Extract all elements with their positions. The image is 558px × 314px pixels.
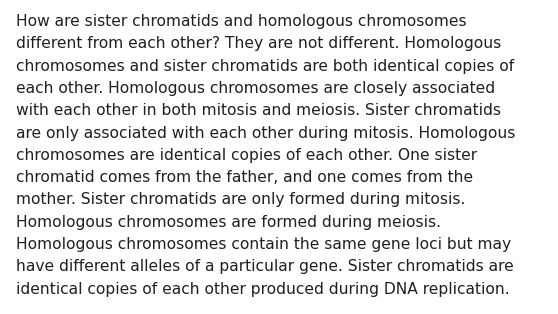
Text: identical copies of each other produced during DNA replication.: identical copies of each other produced … — [16, 282, 509, 297]
Text: chromosomes and sister chromatids are both identical copies of: chromosomes and sister chromatids are bo… — [16, 59, 514, 74]
Text: different from each other? They are not different. Homologous: different from each other? They are not … — [16, 36, 501, 51]
Text: are only associated with each other during mitosis. Homologous: are only associated with each other duri… — [16, 126, 515, 141]
Text: mother. Sister chromatids are only formed during mitosis.: mother. Sister chromatids are only forme… — [16, 192, 465, 208]
Text: How are sister chromatids and homologous chromosomes: How are sister chromatids and homologous… — [16, 14, 466, 29]
Text: Homologous chromosomes contain the same gene loci but may: Homologous chromosomes contain the same … — [16, 237, 511, 252]
Text: chromosomes are identical copies of each other. One sister: chromosomes are identical copies of each… — [16, 148, 477, 163]
Text: chromatid comes from the father, and one comes from the: chromatid comes from the father, and one… — [16, 170, 473, 185]
Text: have different alleles of a particular gene. Sister chromatids are: have different alleles of a particular g… — [16, 259, 513, 274]
Text: Homologous chromosomes are formed during meiosis.: Homologous chromosomes are formed during… — [16, 215, 441, 230]
Text: each other. Homologous chromosomes are closely associated: each other. Homologous chromosomes are c… — [16, 81, 495, 96]
Text: with each other in both mitosis and meiosis. Sister chromatids: with each other in both mitosis and meio… — [16, 103, 501, 118]
